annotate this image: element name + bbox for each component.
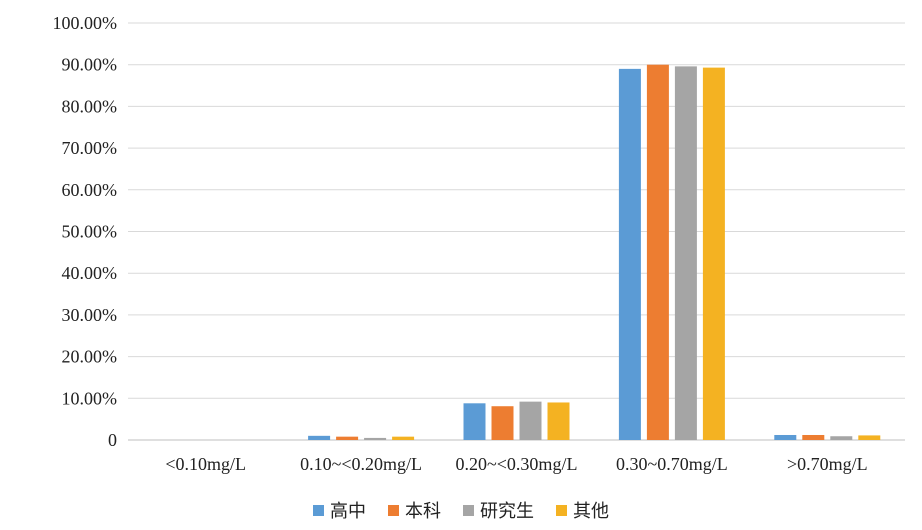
x-tick-label: 0.10~<0.20mg/L (300, 454, 422, 474)
bar (392, 436, 415, 440)
legend-item-benke: 本科 (388, 497, 441, 523)
legend-label-gaozhong: 高中 (330, 501, 366, 522)
y-tick-label: 80.00% (62, 96, 118, 116)
legend-swatch-qita (556, 504, 567, 516)
bar (830, 436, 853, 440)
legend-item-yanjiusheng: 研究生 (463, 497, 534, 523)
legend: 高中 本科 研究生 其他 (0, 497, 922, 523)
y-tick-label: 100.00% (53, 13, 118, 33)
x-tick-label: 0.30~0.70mg/L (616, 454, 728, 474)
bar (646, 64, 669, 440)
bar (547, 402, 570, 440)
bar (308, 435, 331, 440)
bar (774, 434, 797, 440)
y-tick-label: 40.00% (62, 263, 118, 283)
legend-swatch-yanjiusheng (463, 504, 474, 516)
bar (364, 437, 387, 440)
x-tick-label: >0.70mg/L (787, 454, 868, 474)
legend-item-qita: 其他 (556, 497, 609, 523)
legend-label-yanjiusheng: 研究生 (480, 501, 534, 522)
x-tick-label: <0.10mg/L (165, 454, 246, 474)
bar (674, 66, 697, 441)
bar (336, 436, 359, 440)
bar (463, 403, 486, 440)
legend-item-gaozhong: 高中 (313, 497, 366, 523)
legend-swatch-benke (388, 504, 399, 516)
bar (491, 406, 514, 440)
y-tick-label: 20.00% (62, 347, 118, 367)
legend-swatch-gaozhong (313, 504, 324, 516)
bar (618, 68, 641, 441)
bar (858, 435, 881, 440)
y-tick-label: 30.00% (62, 305, 118, 325)
y-tick-label: 10.00% (62, 388, 118, 408)
y-tick-label: 90.00% (62, 55, 118, 75)
y-tick-label: 60.00% (62, 180, 118, 200)
y-tick-label: 0 (108, 430, 117, 450)
y-tick-label: 50.00% (62, 222, 118, 242)
y-tick-label: 70.00% (62, 138, 118, 158)
bar (519, 401, 542, 440)
legend-label-benke: 本科 (405, 501, 441, 522)
x-tick-label: 0.20~<0.30mg/L (456, 454, 578, 474)
bar (702, 67, 725, 440)
legend-label-qita: 其他 (573, 501, 609, 522)
bar (802, 434, 825, 440)
